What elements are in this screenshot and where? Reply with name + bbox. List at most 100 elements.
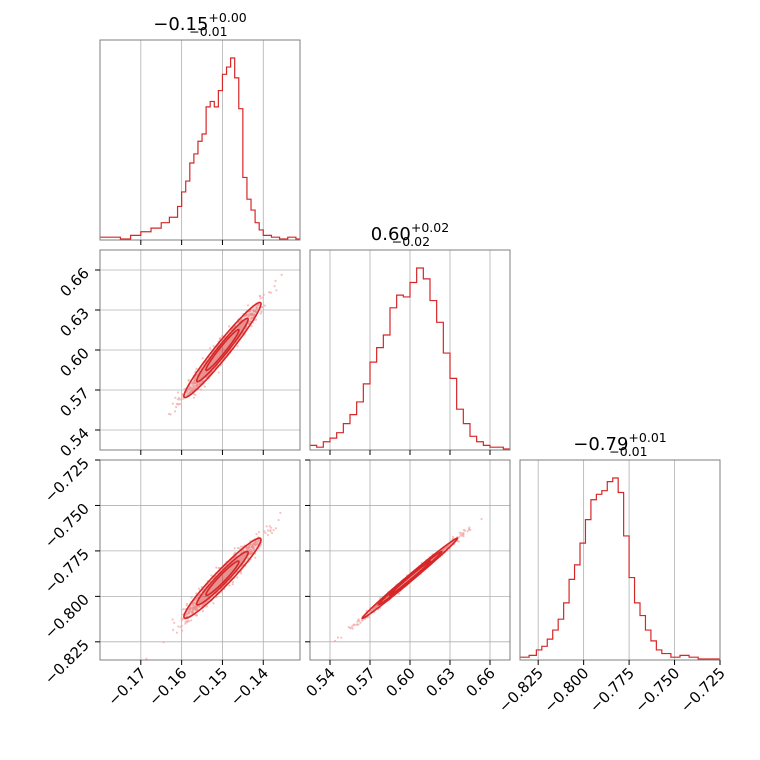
scatter-point xyxy=(187,612,190,615)
scatter-point xyxy=(179,398,183,401)
param-title-plus-3: +0.01 xyxy=(628,430,666,445)
scatter-point xyxy=(190,610,194,613)
scatter-point xyxy=(191,382,194,385)
scatter-point xyxy=(231,583,234,586)
scatter-point xyxy=(274,527,278,530)
xtick-label-2-5: 0.66 xyxy=(462,664,498,700)
scatter-point xyxy=(274,279,277,282)
scatter-point xyxy=(236,576,239,579)
scatter-point xyxy=(192,385,195,388)
ytick-label-3-4: −0.750 xyxy=(41,500,93,552)
scatter-point xyxy=(175,631,179,634)
scatter-point xyxy=(201,610,204,613)
xtick-label-1-4: −0.14 xyxy=(227,664,272,709)
scatter-point xyxy=(180,608,183,611)
scatter-point xyxy=(250,552,253,555)
ytick-label-3-1: −0.825 xyxy=(41,636,93,688)
scatter-point xyxy=(215,566,218,569)
scatter-point xyxy=(264,531,267,535)
scatter-point xyxy=(236,546,240,550)
histogram-2 xyxy=(310,267,510,450)
scatter-point xyxy=(171,402,174,405)
ytick-label-2-1: 0.54 xyxy=(56,424,92,460)
scatter-point xyxy=(198,605,201,608)
scatter-point xyxy=(200,388,203,391)
scatter-point xyxy=(355,623,359,626)
scatter-point xyxy=(397,592,401,595)
scatter-point xyxy=(246,556,250,559)
scatter-point xyxy=(231,581,235,584)
scatter-point xyxy=(349,626,352,629)
scatter-point xyxy=(238,547,241,550)
scatter-point xyxy=(184,622,187,625)
scatter-point xyxy=(336,636,340,639)
scatter-point xyxy=(228,584,231,587)
scatter-point xyxy=(375,604,379,607)
scatter-point xyxy=(195,384,198,388)
scatter-point xyxy=(193,387,196,390)
scatter-point xyxy=(460,532,463,535)
contour-3-1-3 xyxy=(205,560,240,597)
ytick-label-3-3: −0.775 xyxy=(41,545,93,597)
scatter-point xyxy=(200,585,203,589)
xtick-label-3-2: −0.800 xyxy=(540,664,592,716)
scatter-point xyxy=(195,613,198,617)
ytick-label-2-3: 0.60 xyxy=(56,344,92,380)
scatter-point xyxy=(356,620,359,623)
param-title-2: 0.60+0.02 −0.02 xyxy=(371,220,449,249)
scatter-point xyxy=(187,620,191,623)
scatter-point xyxy=(240,550,243,554)
scatter-point xyxy=(263,530,266,533)
scatter-point xyxy=(252,542,255,545)
scatter-point xyxy=(240,545,243,548)
scatter-point xyxy=(259,312,262,315)
scatter-point xyxy=(256,540,259,543)
param-title-value-1: −0.15 xyxy=(153,14,208,35)
scatter-point xyxy=(261,296,264,299)
scatter-point xyxy=(466,530,469,533)
xtick-label-3-4: −0.750 xyxy=(631,664,683,716)
scatter-point xyxy=(217,371,220,374)
scatter-point xyxy=(259,295,262,298)
scatter-point xyxy=(252,310,256,313)
scatter-point xyxy=(182,608,185,611)
scatter-point xyxy=(358,619,361,622)
histogram-3 xyxy=(520,477,720,660)
scatter-point xyxy=(451,535,455,539)
scatter-point xyxy=(269,291,273,294)
pair-grid-2-1 xyxy=(100,250,300,450)
scatter-point xyxy=(182,397,185,400)
scatter-point xyxy=(250,325,253,328)
param-title-1: −0.15+0.00 −0.01 xyxy=(153,10,247,39)
xtick-label-3-3: −0.775 xyxy=(586,664,638,716)
scatter-point xyxy=(260,310,263,313)
scatter-point xyxy=(181,617,184,621)
scatter-point xyxy=(194,376,197,379)
scatter-point xyxy=(185,612,189,616)
scatter-point xyxy=(149,664,151,666)
scatter-point xyxy=(468,528,471,531)
ytick-label-3-2: −0.800 xyxy=(41,590,93,642)
scatter-point xyxy=(228,325,231,328)
scatter-point xyxy=(145,657,148,660)
scatter-point xyxy=(181,629,184,632)
hist-grid-2 xyxy=(329,250,491,450)
ytick-label-2-2: 0.57 xyxy=(56,384,92,420)
scatter-point xyxy=(347,625,350,629)
param-title-plus-1: +0.00 xyxy=(208,10,246,25)
scatter-point xyxy=(247,315,250,318)
scatter-point xyxy=(273,284,276,288)
scatter-point xyxy=(262,293,265,296)
scatter-point xyxy=(205,605,209,608)
scatter-point xyxy=(251,546,254,549)
scatter-point xyxy=(185,620,189,623)
scatter-point xyxy=(277,518,280,522)
scatter-point xyxy=(218,337,221,341)
scatter-point xyxy=(255,318,258,321)
xtick-label-3-5: −0.725 xyxy=(677,664,729,716)
scatter-point xyxy=(265,525,268,528)
scatter-point xyxy=(173,410,177,413)
pair-content-3-2 xyxy=(333,517,483,642)
scatter-point xyxy=(247,313,250,316)
pair-content-2-1 xyxy=(167,273,283,416)
